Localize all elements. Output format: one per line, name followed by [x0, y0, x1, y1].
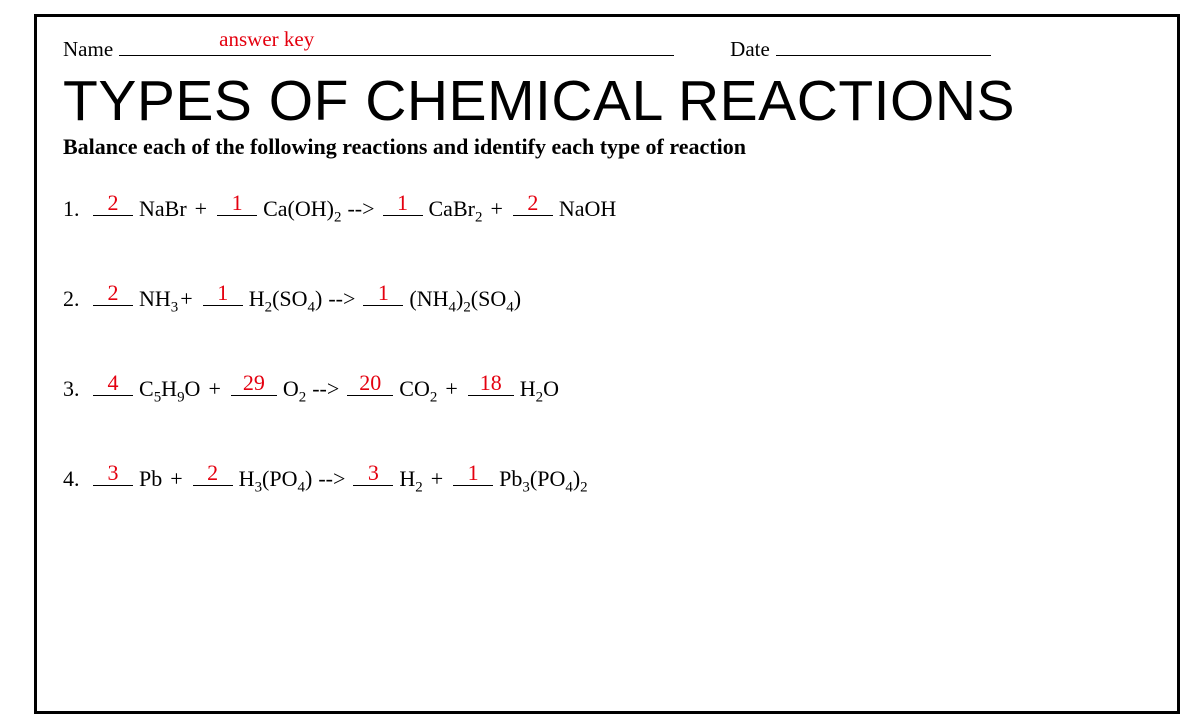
- worksheet-frame: Name answer key Date TYPES OF CHEMICAL R…: [34, 14, 1180, 714]
- coefficient-blank: 4: [93, 374, 133, 396]
- coefficient-blank: 1: [363, 284, 403, 306]
- reaction-arrow: -->: [328, 286, 355, 312]
- coefficient-blank: 3: [93, 464, 133, 486]
- problem-row: 2.2 NH3+1 H2(SO4)--> 1 (NH4)2(SO4): [63, 284, 1151, 312]
- coefficient-value: 1: [363, 280, 403, 306]
- coefficient-blank: 1: [453, 464, 493, 486]
- name-blank: answer key: [119, 33, 674, 56]
- coefficient-blank: 18: [468, 374, 514, 396]
- coefficient-blank: 2: [193, 464, 233, 486]
- coefficient-blank: 2: [513, 194, 553, 216]
- coefficient-blank: 2: [93, 284, 133, 306]
- name-label: Name: [63, 37, 113, 62]
- coefficient-blank: 2: [93, 194, 133, 216]
- coefficient-value: 2: [193, 460, 233, 486]
- problem-row: 3.4 C5H9O +29 O2--> 20 CO2 +18 H2O: [63, 374, 1151, 402]
- problem-number: 1.: [63, 196, 89, 222]
- coefficient-value: 1: [203, 280, 243, 306]
- chemical-formula: C5H9O: [139, 376, 200, 402]
- chemical-formula: H2O: [520, 376, 559, 402]
- chemical-formula: NaOH: [559, 196, 616, 222]
- coefficient-blank: 1: [203, 284, 243, 306]
- chemical-formula: H2(SO4): [249, 286, 323, 312]
- problems-list: 1.2 NaBr+1 Ca(OH)2-->1 CaBr2+2 NaOH2.2 N…: [63, 194, 1151, 492]
- coefficient-value: 4: [93, 370, 133, 396]
- coefficient-value: 20: [347, 370, 393, 396]
- coefficient-value: 1: [217, 190, 257, 216]
- coefficient-value: 29: [231, 370, 277, 396]
- worksheet-title: TYPES OF CHEMICAL REACTIONS: [63, 68, 1151, 134]
- chemical-formula: CaBr2: [429, 196, 483, 222]
- date-label: Date: [730, 37, 770, 62]
- coefficient-value: 18: [468, 370, 514, 396]
- chemical-formula: H3(PO4): [239, 466, 313, 492]
- coefficient-value: 1: [453, 460, 493, 486]
- coefficient-value: 1: [383, 190, 423, 216]
- chemical-formula: Pb3(PO4)2: [499, 466, 587, 492]
- plus-sign: +: [445, 376, 457, 402]
- plus-sign: +: [195, 196, 207, 222]
- problem-row: 4.3 Pb+2 H3(PO4)-->3 H2+1 Pb3(PO4)2: [63, 464, 1151, 492]
- chemical-formula: NaBr: [139, 196, 187, 222]
- problem-number: 3.: [63, 376, 89, 402]
- problem-number: 2.: [63, 286, 89, 312]
- coefficient-blank: 20: [347, 374, 393, 396]
- reaction-arrow: -->: [318, 466, 345, 492]
- chemical-formula: CO2: [399, 376, 437, 402]
- chemical-formula: Ca(OH)2: [263, 196, 341, 222]
- coefficient-blank: 3: [353, 464, 393, 486]
- plus-sign: +: [170, 466, 182, 492]
- coefficient-blank: 29: [231, 374, 277, 396]
- coefficient-value: 3: [93, 460, 133, 486]
- coefficient-value: 2: [93, 280, 133, 306]
- coefficient-blank: 1: [383, 194, 423, 216]
- plus-sign: +: [490, 196, 502, 222]
- problem-row: 1.2 NaBr+1 Ca(OH)2-->1 CaBr2+2 NaOH: [63, 194, 1151, 222]
- header-line: Name answer key Date: [63, 33, 1151, 62]
- date-blank: [776, 33, 991, 56]
- coefficient-blank: 1: [217, 194, 257, 216]
- coefficient-value: 3: [353, 460, 393, 486]
- plus-sign: +: [208, 376, 220, 402]
- coefficient-value: 2: [93, 190, 133, 216]
- chemical-formula: O2: [283, 376, 306, 402]
- chemical-formula: Pb: [139, 466, 162, 492]
- instructions: Balance each of the following reactions …: [63, 134, 1151, 160]
- reaction-arrow: -->: [312, 376, 339, 402]
- coefficient-value: 2: [513, 190, 553, 216]
- answer-key-text: answer key: [219, 27, 314, 52]
- chemical-formula: (NH4)2(SO4): [409, 286, 521, 312]
- plus-sign: +: [180, 286, 192, 312]
- chemical-formula: NH3: [139, 286, 178, 312]
- plus-sign: +: [431, 466, 443, 492]
- reaction-arrow: -->: [347, 196, 374, 222]
- problem-number: 4.: [63, 466, 89, 492]
- chemical-formula: H2: [399, 466, 422, 492]
